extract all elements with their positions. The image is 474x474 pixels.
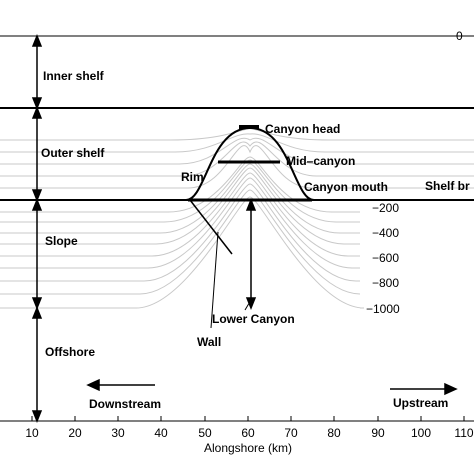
shelf-break-label: Shelf br [425, 179, 470, 193]
zone-arrows [31, 33, 43, 424]
depth-label: −400 [372, 226, 399, 240]
lower-canyon-label: Lower Canyon [212, 312, 295, 326]
x-axis-ticks: 10 20 30 40 50 60 70 80 90 100 110 [25, 416, 474, 440]
shelf-contour-line [0, 137, 474, 165]
slope-contours [0, 156, 365, 309]
depth-label: −1000 [366, 302, 400, 316]
slope-contour-line [0, 183, 360, 282]
shelf-contour-line [0, 133, 474, 153]
slope-contour-line [0, 196, 365, 309]
inner-shelf-label: Inner shelf [43, 69, 105, 83]
x-tick-label: 30 [111, 426, 125, 440]
slope-contour-line [0, 172, 360, 257]
x-tick-label: 10 [25, 426, 39, 440]
top-right-depth-label: 0 [456, 29, 463, 43]
wall-leader-line [210, 231, 219, 329]
slope-contour-line [0, 163, 360, 234]
canyon-head-label: Canyon head [265, 122, 340, 136]
direction-arrows [86, 378, 458, 396]
offshore-label: Offshore [45, 345, 95, 359]
outer-shelf-label: Outer shelf [41, 146, 105, 160]
x-axis-label: Alongshore (km) [204, 441, 292, 455]
depth-labels: −200 −400 −600 −800 −1000 [366, 201, 400, 316]
upstream-label: Upstream [393, 396, 448, 410]
x-tick-label: 40 [154, 426, 168, 440]
x-tick-label: 90 [371, 426, 385, 440]
depth-label: −800 [372, 276, 399, 290]
depth-label: −600 [372, 251, 399, 265]
wall-label: Wall [197, 335, 221, 349]
shelf-contour-line [0, 127, 474, 141]
slope-contour-line [0, 189, 361, 295]
x-tick-label: 70 [284, 426, 298, 440]
depth-label: −200 [372, 201, 399, 215]
slope-contour-line [0, 156, 360, 213]
slope-contour-line [0, 177, 360, 269]
x-tick-label: 60 [241, 426, 255, 440]
lower-canyon-arrow [245, 197, 257, 311]
x-tick-label: 20 [68, 426, 82, 440]
canyon-mouth-label: Canyon mouth [304, 180, 388, 194]
x-tick-label: 80 [327, 426, 341, 440]
rim-label: Rim [181, 170, 204, 184]
slope-contour-line [0, 159, 360, 223]
x-tick-label: 110 [454, 426, 473, 440]
slope-contour-line [0, 167, 360, 245]
wall-line [189, 199, 233, 255]
shelf-contour-line [0, 145, 474, 189]
x-tick-label: 50 [198, 426, 212, 440]
slope-label: Slope [45, 234, 78, 248]
mid-canyon-label: Mid–canyon [286, 154, 355, 168]
downstream-label: Downstream [89, 397, 161, 411]
x-tick-label: 100 [411, 426, 431, 440]
lower-canyon-leader-line [244, 299, 252, 311]
